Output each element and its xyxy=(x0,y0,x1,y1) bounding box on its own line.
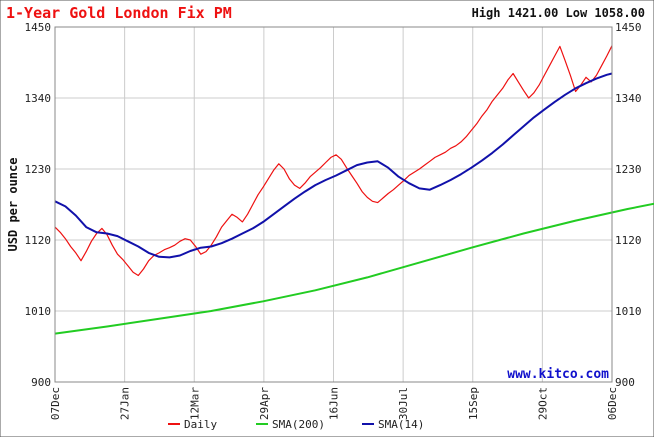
x-tick-label: 30Jul xyxy=(397,387,410,420)
y-tick-label-left: 1010 xyxy=(25,305,52,318)
legend-entry: SMA(14) xyxy=(378,418,424,431)
y-tick-label-right: 1120 xyxy=(615,234,642,247)
x-tick-label: 29Oct xyxy=(536,387,549,420)
plot-border xyxy=(54,26,613,383)
chart-title: 1-Year Gold London Fix PM xyxy=(6,4,232,22)
x-tick-label: 07Dec xyxy=(49,387,62,420)
x-tick-label: 06Dec xyxy=(606,387,619,420)
y-tick-label-left: 1230 xyxy=(25,163,52,176)
y-tick-label-right: 900 xyxy=(615,376,635,389)
y-tick-label-right: 1340 xyxy=(615,92,642,105)
legend-entry: SMA(200) xyxy=(272,418,325,431)
y-tick-label-left: 1450 xyxy=(25,21,52,34)
y-tick-label-left: 1120 xyxy=(25,234,52,247)
y-tick-label-left: 900 xyxy=(31,376,51,389)
x-tick-label: 27Jan xyxy=(119,387,132,420)
x-tick-label: 16Jun xyxy=(328,387,341,420)
series-line-sma-14 xyxy=(54,72,613,259)
y-tick-label-right: 1450 xyxy=(615,21,642,34)
x-tick-label: 15Sep xyxy=(467,387,480,420)
y-tick-label-right: 1010 xyxy=(615,305,642,318)
high-low-label: High 1421.00 Low 1058.00 xyxy=(472,6,645,20)
series-line-daily xyxy=(54,45,613,277)
x-tick-label: 12Mar xyxy=(188,387,201,420)
y-tick-label-left: 1340 xyxy=(25,92,52,105)
y-axis-label: USD per ounce xyxy=(6,158,20,252)
x-tick-label: 29Apr xyxy=(258,387,271,420)
legend-entry: Daily xyxy=(184,418,217,431)
watermark: www.kitco.com xyxy=(507,367,609,382)
series-line-sma-200 xyxy=(54,202,654,335)
y-tick-label-right: 1230 xyxy=(615,163,642,176)
